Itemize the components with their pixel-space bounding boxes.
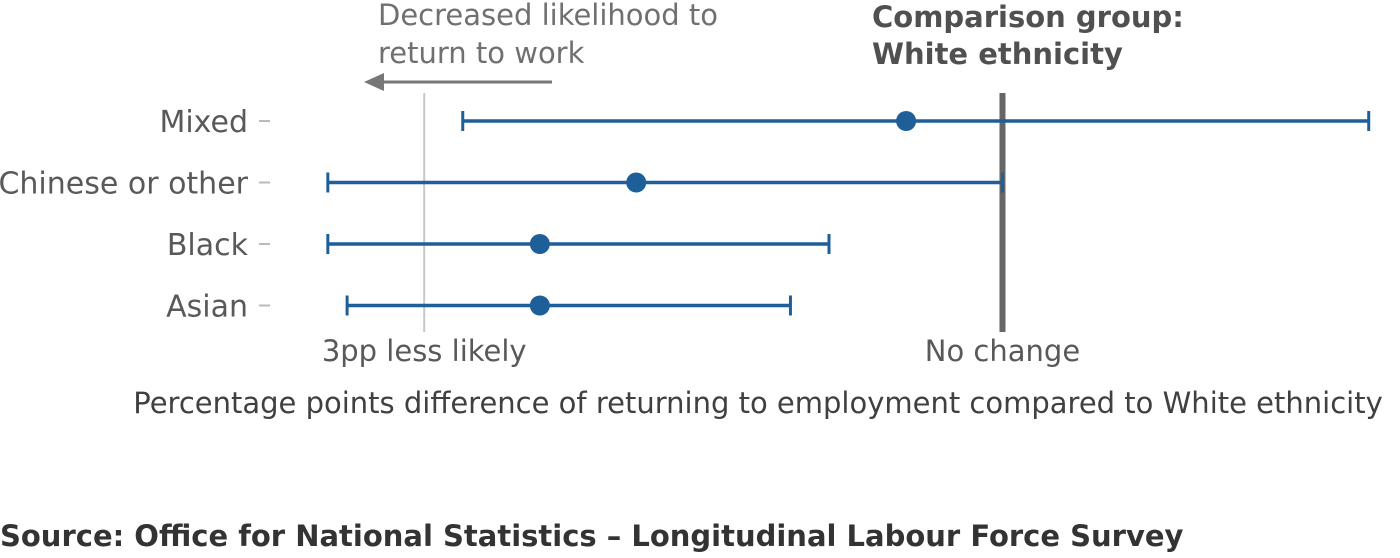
- arrow-annotation-line-2: return to work: [378, 36, 585, 70]
- estimate-point-chinese-or-other: [626, 172, 647, 193]
- reference-annotation-line-2: White ethnicity: [872, 37, 1123, 71]
- category-labels: Mixed Chinese or other Black Asian: [0, 105, 270, 325]
- source-note: Source: Office for National Statistics –…: [0, 519, 1184, 553]
- annotations: Decreased likelihood to return to work C…: [364, 0, 1184, 91]
- x-axis-label: Percentage points difference of returnin…: [133, 386, 1383, 420]
- chart: Decreased likelihood to return to work C…: [0, 0, 1383, 420]
- category-label-asian: Asian: [166, 290, 248, 325]
- x-tick-label-0: 3pp less likely: [322, 334, 527, 368]
- x-tick-label-1: No change: [925, 334, 1080, 368]
- category-label-mixed: Mixed: [159, 105, 248, 140]
- left-arrow-head: [364, 73, 384, 91]
- gridlines: [423, 93, 1006, 332]
- estimate-point-asian: [529, 295, 550, 316]
- category-label-chinese-or-other: Chinese or other: [0, 167, 249, 202]
- category-label-black: Black: [167, 228, 249, 263]
- x-tick-labels: 3pp less likely No change: [322, 334, 1080, 368]
- chart-marks: [326, 111, 1371, 316]
- reference-annotation-line-1: Comparison group:: [872, 0, 1184, 34]
- arrow-annotation-line-1: Decreased likelihood to: [378, 0, 718, 32]
- estimate-point-black: [529, 234, 550, 254]
- estimate-point-mixed: [896, 111, 917, 131]
